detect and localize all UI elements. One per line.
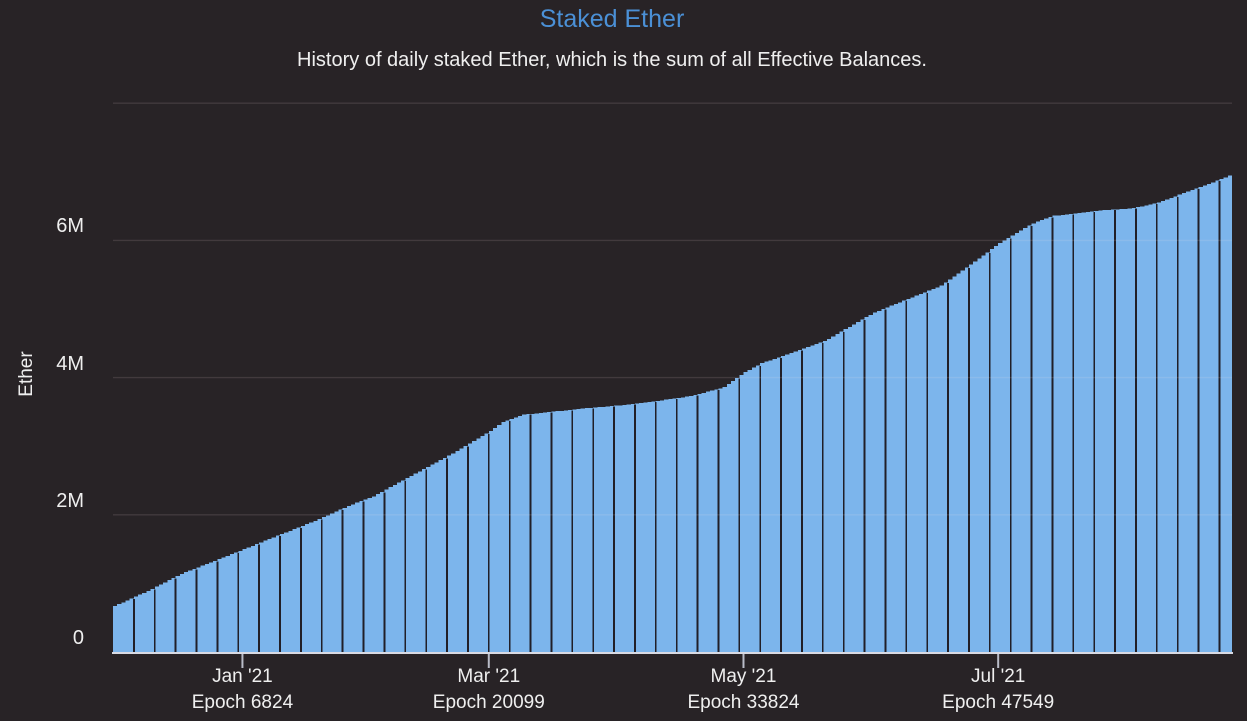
y-tick-label: 0: [72, 627, 84, 649]
staked-ether-series[interactable]: [113, 175, 1232, 652]
x-tick-label-month: Mar '21: [457, 666, 521, 687]
y-tick-label: 6M: [56, 215, 84, 238]
y-tick-label: 4M: [56, 352, 84, 375]
y-tick-label: 2M: [56, 489, 84, 512]
x-tick-label-month: May '21: [710, 666, 777, 687]
x-tick-label-epoch: Epoch 47549: [942, 692, 1055, 713]
chart-title: Staked Ether: [539, 5, 685, 33]
chart-subtitle: History of daily staked Ether, which is …: [297, 49, 927, 71]
x-tick-label-month: Jan '21: [212, 666, 273, 687]
x-tick-label-month: Jul '21: [971, 666, 1026, 687]
x-tick-label-epoch: Epoch 20099: [432, 692, 545, 713]
x-tick-label-epoch: Epoch 33824: [687, 692, 800, 713]
x-tick-label-epoch: Epoch 6824: [191, 692, 294, 713]
